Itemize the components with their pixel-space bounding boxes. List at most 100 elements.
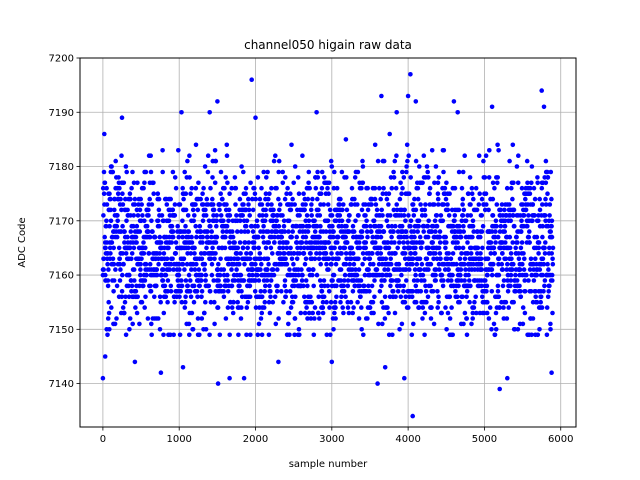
- data-point: [144, 223, 150, 229]
- data-point: [328, 332, 333, 338]
- data-point: [200, 240, 205, 245]
- data-point: [229, 267, 234, 272]
- data-point: [356, 316, 362, 321]
- data-point: [215, 305, 221, 310]
- data-point: [209, 229, 214, 234]
- data-point: [433, 272, 438, 278]
- data-point: [364, 218, 369, 224]
- outlier-point: [402, 375, 407, 381]
- data-point: [172, 175, 178, 180]
- data-point: [119, 207, 124, 213]
- data-point: [193, 185, 199, 191]
- data-point: [337, 213, 343, 218]
- data-point: [216, 261, 221, 267]
- data-point: [146, 213, 151, 218]
- data-point: [339, 294, 344, 300]
- data-point: [216, 278, 221, 283]
- data-point: [318, 202, 323, 207]
- data-point: [468, 251, 474, 256]
- data-point: [447, 294, 453, 300]
- data-point: [492, 332, 498, 338]
- data-point: [326, 267, 331, 272]
- data-point: [410, 261, 415, 267]
- data-point: [351, 305, 356, 310]
- data-point: [343, 261, 349, 267]
- data-point: [290, 299, 296, 305]
- data-point: [550, 256, 555, 262]
- data-point: [313, 185, 319, 191]
- data-point: [543, 158, 549, 164]
- data-point: [289, 234, 295, 240]
- data-point: [331, 229, 336, 234]
- data-point: [227, 240, 232, 245]
- data-point: [371, 310, 376, 316]
- data-point: [339, 251, 344, 256]
- outlier-point: [119, 115, 125, 120]
- data-point: [156, 261, 161, 267]
- data-point: [420, 240, 425, 245]
- data-point: [537, 327, 542, 332]
- data-point: [243, 185, 249, 191]
- data-point: [328, 299, 334, 305]
- data-point: [234, 267, 239, 272]
- data-point: [393, 185, 399, 191]
- data-point: [166, 245, 171, 251]
- data-point: [537, 207, 543, 213]
- data-point: [505, 261, 510, 267]
- data-point: [425, 294, 431, 300]
- data-point: [203, 327, 209, 332]
- data-point: [128, 213, 133, 218]
- data-point: [352, 283, 358, 289]
- data-point: [244, 305, 250, 310]
- data-point: [111, 245, 116, 251]
- data-point: [325, 202, 331, 207]
- data-point: [384, 218, 390, 224]
- data-point: [501, 278, 507, 283]
- data-point: [297, 332, 302, 338]
- data-point: [176, 148, 181, 153]
- data-point: [311, 332, 317, 338]
- data-point: [339, 169, 345, 175]
- data-point: [203, 272, 209, 278]
- data-point: [370, 299, 376, 305]
- data-point: [148, 169, 154, 175]
- data-point: [187, 175, 192, 180]
- data-point: [175, 223, 180, 229]
- data-point: [136, 202, 141, 207]
- data-point: [457, 223, 462, 229]
- data-point: [484, 283, 490, 289]
- data-point: [217, 202, 223, 207]
- data-point: [122, 310, 127, 316]
- data-point: [503, 240, 508, 245]
- data-point: [127, 191, 133, 196]
- data-point: [276, 196, 281, 202]
- data-point: [255, 234, 261, 240]
- data-point: [105, 332, 110, 338]
- data-point: [225, 289, 231, 294]
- data-point: [461, 229, 467, 234]
- data-point: [337, 245, 343, 251]
- data-point: [497, 229, 503, 234]
- data-point: [433, 278, 439, 283]
- data-point: [134, 223, 140, 229]
- outlier-point: [132, 359, 138, 365]
- data-point: [274, 218, 280, 224]
- data-point: [527, 267, 533, 272]
- data-point: [168, 196, 173, 202]
- data-point: [418, 289, 424, 294]
- data-point: [408, 218, 414, 224]
- data-point: [334, 185, 340, 191]
- y-axis-ticks: 7140 7150 7160 7170 7180 7190 7200: [49, 54, 80, 390]
- data-point: [329, 251, 334, 256]
- data-point: [483, 191, 489, 196]
- data-point: [350, 223, 356, 229]
- data-point: [457, 299, 462, 305]
- data-point: [421, 229, 427, 234]
- data-point: [205, 153, 211, 158]
- data-point: [180, 185, 185, 191]
- data-point: [246, 196, 251, 202]
- data-point: [409, 332, 415, 338]
- data-point: [177, 332, 183, 338]
- data-point: [436, 294, 441, 300]
- outlier-point: [215, 99, 220, 104]
